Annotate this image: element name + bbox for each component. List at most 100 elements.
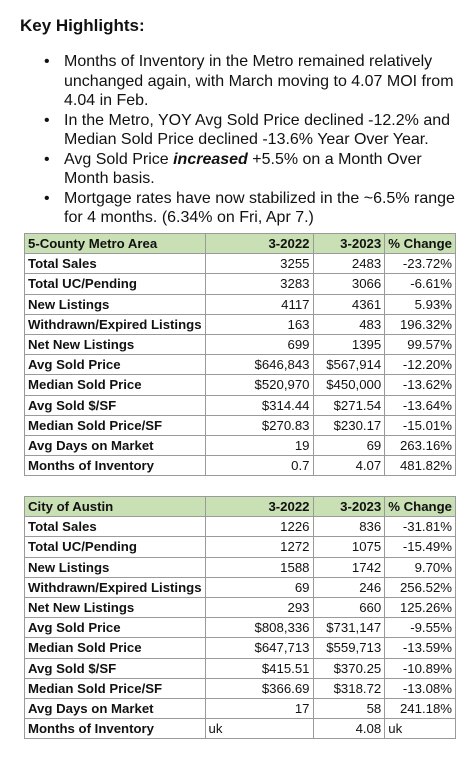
change-cell: -15.49% — [384, 536, 456, 558]
austin-table: City of Austin 3-2022 3-2023 % Change To… — [24, 495, 456, 740]
highlights-list: • Months of Inventory in the Metro remain… — [40, 52, 460, 228]
change-cell: 481.82% — [384, 455, 456, 477]
table-row: Total Sales 1226 836 -31.81% — [24, 516, 456, 538]
key-highlights-heading: Key Highlights: — [20, 16, 145, 35]
value-2022-cell: 293 — [204, 596, 314, 619]
table-row: Total UC/Pending 1272 1075 -15.49% — [24, 536, 456, 558]
value-2022-cell: 3283 — [204, 273, 314, 295]
metric-name-cell: Months of Inventory — [24, 718, 206, 740]
highlight-item: • Months of Inventory in the Metro remain… — [40, 52, 460, 111]
change-cell: -23.72% — [384, 253, 456, 275]
metric-name-cell: Avg Sold $/SF — [24, 394, 206, 416]
table-row: Avg Sold Price $646,843 $567,914 -12.20% — [24, 354, 456, 376]
value-2023-cell: 4.07 — [312, 455, 386, 477]
table-row: Avg Sold Price $808,336 $731,147 -9.55% — [24, 617, 456, 639]
value-2023-cell: $370.25 — [312, 657, 386, 679]
value-2022-cell: 4117 — [204, 293, 314, 315]
value-2023-cell: 660 — [312, 596, 386, 619]
value-2022-cell: $647,713 — [204, 637, 314, 659]
table-row: Withdrawn/Expired Listings 163 483 196.32% — [24, 313, 456, 335]
value-2023-cell: 3066 — [312, 273, 386, 295]
value-2022-cell: $366.69 — [204, 677, 314, 699]
bullet-icon: • — [44, 189, 50, 207]
metric-name-cell: Total Sales — [24, 253, 206, 275]
value-2023-cell: 4.08 — [312, 718, 386, 740]
metro-area-table: 5-County Metro Area 3-2022 3-2023 % Chan… — [24, 232, 456, 477]
bullet-icon: • — [44, 111, 50, 129]
change-cell: -13.62% — [384, 374, 456, 396]
change-cell: -13.64% — [384, 394, 456, 416]
value-2023-cell: $271.54 — [312, 394, 386, 416]
value-2022-cell: 3255 — [204, 253, 314, 275]
metric-name-cell: Total UC/Pending — [24, 273, 206, 295]
value-2023-cell: $731,147 — [312, 617, 386, 639]
highlight-item: • Avg Sold Price increased +5.5% on a Mon… — [40, 150, 460, 189]
metric-name-cell: Avg Sold Price — [24, 354, 206, 376]
value-2023-cell: $318.72 — [312, 677, 386, 699]
table-row: Median Sold Price/SF $366.69 $318.72 -13.08… — [24, 677, 456, 699]
metric-name-cell: Net New Listings — [24, 333, 206, 356]
change-cell: 9.70% — [384, 556, 456, 578]
highlight-text: In the Metro, YOY Avg Sold Price decline… — [64, 111, 451, 149]
value-2023-cell: 58 — [312, 697, 386, 720]
value-2022-cell: 699 — [204, 333, 314, 356]
highlight-text: +5.5% on a Month Over Month basis. — [64, 150, 422, 188]
metric-name-cell: Median Sold Price — [24, 637, 206, 659]
column-header-2023: 3-2023 — [312, 495, 386, 518]
table-row: Median Sold Price $520,970 $450,000 -13.62% — [24, 374, 456, 396]
metric-name-cell: Avg Sold $/SF — [24, 657, 206, 679]
table-header-row: 5-County Metro Area 3-2022 3-2023 % Chan… — [24, 232, 456, 255]
metric-name-cell: Avg Sold Price — [24, 617, 206, 639]
metric-name-cell: Withdrawn/Expired Listings — [24, 313, 206, 335]
change-cell: 99.57% — [384, 333, 456, 356]
table-row: New Listings 1588 1742 9.70% — [24, 556, 456, 578]
value-2022-cell: 1226 — [204, 516, 314, 538]
highlight-emphasis: increased — [173, 150, 248, 168]
value-2023-cell: 246 — [312, 576, 386, 598]
metric-name-cell: Total UC/Pending — [24, 536, 206, 558]
table-row: Avg Days on Market 19 69 263.16% — [24, 434, 456, 457]
change-cell: uk — [384, 718, 456, 740]
table-row: New Listings 4117 4361 5.93% — [24, 293, 456, 315]
metric-name-cell: Withdrawn/Expired Listings — [24, 576, 206, 598]
value-2023-cell: 2483 — [312, 253, 386, 275]
change-cell: 256.52% — [384, 576, 456, 598]
change-cell: 263.16% — [384, 434, 456, 457]
highlight-text: Months of Inventory in the Metro remaine… — [64, 53, 454, 109]
value-2022-cell: $520,970 — [204, 374, 314, 396]
table-row: Total Sales 3255 2483 -23.72% — [24, 253, 456, 275]
column-header-2023: 3-2023 — [312, 232, 386, 255]
column-header-change: % Change — [384, 495, 456, 518]
table-row: Avg Days on Market 17 58 241.18% — [24, 697, 456, 720]
value-2023-cell: $450,000 — [312, 374, 386, 396]
metric-name-cell: Median Sold Price/SF — [24, 677, 206, 699]
value-2023-cell: 69 — [312, 434, 386, 457]
value-2022-cell: 69 — [204, 576, 314, 598]
table-row: Withdrawn/Expired Listings 69 246 256.52% — [24, 576, 456, 598]
table-row: Avg Sold $/SF $314.44 $271.54 -13.64% — [24, 394, 456, 416]
value-2022-cell: $270.83 — [204, 414, 314, 436]
metric-name-cell: Median Sold Price — [24, 374, 206, 396]
column-header-area: City of Austin — [24, 495, 206, 518]
value-2023-cell: 1075 — [312, 536, 386, 558]
highlight-item: • Mortgage rates have now stabilized in t… — [40, 189, 460, 228]
table-row: Months of Inventory 0.7 4.07 481.82% — [24, 455, 456, 477]
metric-name-cell: Months of Inventory — [24, 455, 206, 477]
change-cell: 5.93% — [384, 293, 456, 315]
change-cell: 196.32% — [384, 313, 456, 335]
change-cell: -13.59% — [384, 637, 456, 659]
highlight-item: • In the Metro, YOY Avg Sold Price declin… — [40, 111, 460, 150]
metric-name-cell: New Listings — [24, 293, 206, 315]
change-cell: -12.20% — [384, 354, 456, 376]
metric-name-cell: Avg Days on Market — [24, 434, 206, 457]
change-cell: -6.61% — [384, 273, 456, 295]
column-header-area: 5-County Metro Area — [24, 232, 206, 255]
value-2022-cell: uk — [204, 718, 314, 740]
value-2023-cell: 483 — [312, 313, 386, 335]
highlight-text: Mortgage rates have now stabilized in th… — [64, 189, 455, 227]
value-2023-cell: $567,914 — [312, 354, 386, 376]
change-cell: 241.18% — [384, 697, 456, 720]
table-row: Median Sold Price/SF $270.83 $230.17 -15.01… — [24, 414, 456, 436]
metric-name-cell: Median Sold Price/SF — [24, 414, 206, 436]
value-2023-cell: 4361 — [312, 293, 386, 315]
